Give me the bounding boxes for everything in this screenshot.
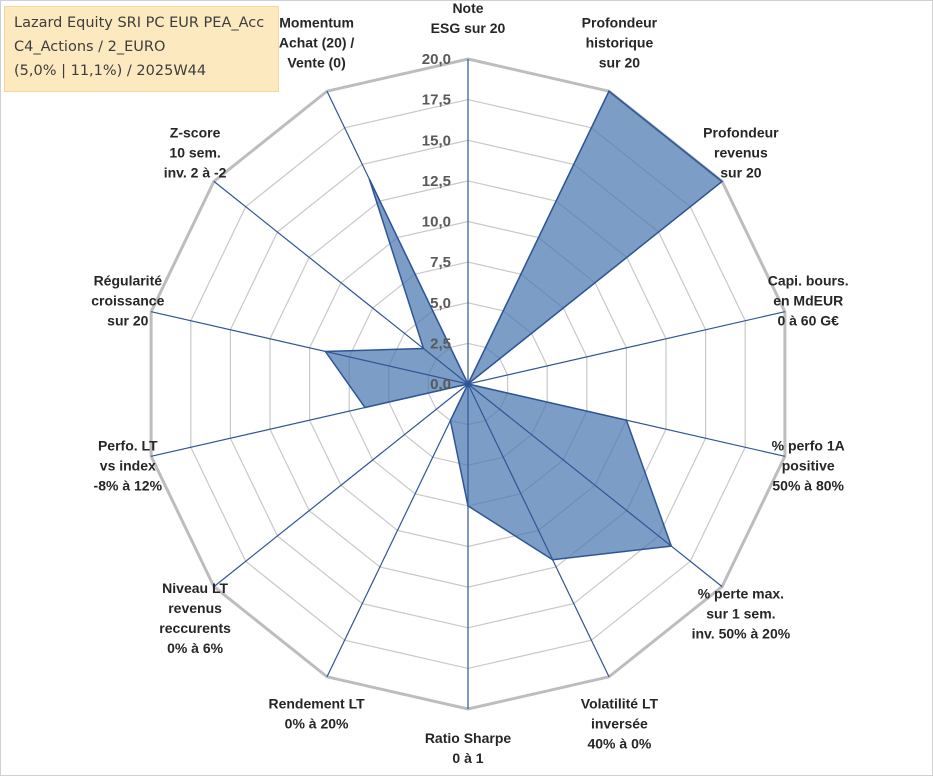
axis-label: Ratio Sharpe 0 à 1 (425, 730, 512, 766)
axis-label-line: 50% à 80% (772, 477, 844, 493)
axis-spoke (467, 383, 610, 678)
axis-label-line: revenus (168, 600, 222, 616)
axis-label-line: -8% à 12% (94, 477, 163, 493)
axis-label: % perte max. sur 1 sem. inv. 50% à 20% (692, 586, 791, 642)
axis-label: % perfo 1A positive 50% à 80% (772, 437, 845, 493)
axis-spoke (467, 383, 723, 588)
axis-label-line: 0 à 1 (452, 750, 483, 766)
label-layer: Note ESG sur 20 Profondeur historique sur 20… (91, 1, 848, 766)
radial-tick-label: 17,5 (422, 92, 451, 109)
axis-label-line: Note (452, 1, 483, 16)
radial-tick-label: 5,0 (430, 295, 451, 312)
axis-label-line: en MdEUR (773, 293, 843, 309)
axis-spoke (467, 383, 786, 457)
axis-label-line: inv. 2 à -2 (164, 164, 227, 180)
axis-label-line: sur 1 sem. (706, 606, 775, 622)
axis-label-line: sur 20 (107, 313, 148, 329)
axis-label: Capi. bours. en MdEUR 0 à 60 G€ (768, 273, 849, 329)
radial-tick-label: 15,0 (422, 132, 451, 149)
axis-spoke (213, 383, 469, 588)
axis-label-line: Régularité (94, 273, 163, 289)
axis-label: Niveau LT revenus reccurents 0% à 6% (159, 580, 231, 656)
axis-spoke (326, 90, 469, 385)
axis-label-line: revenus (714, 144, 768, 160)
axis-label-line: sur 20 (599, 55, 640, 71)
axis-label-line: historique (586, 35, 654, 51)
radial-tick-label: 10,0 (422, 214, 451, 231)
axis-label-line: Profondeur (582, 15, 658, 31)
axis-label: Profondeur historique sur 20 (582, 15, 658, 71)
axis-label-line: 10 sem. (169, 144, 220, 160)
axis-label-line: Niveau LT (162, 580, 228, 596)
chart-title-line: (5,0% | 11,1%) / 2025W44 (14, 63, 207, 79)
chart-title-box: Lazard Equity SRI PC EUR PEA_Acc C4_Acti… (4, 6, 279, 92)
axis-label-line: positive (782, 457, 835, 473)
chart-title-line: C4_Actions / 2_EURO (14, 39, 166, 55)
radial-tick-label: 12,5 (422, 173, 451, 190)
axis-spoke (326, 383, 469, 678)
axis-spoke (150, 383, 469, 457)
axis-label-line: Vente (0) (287, 55, 345, 71)
series-layer (323, 90, 724, 561)
axis-label: Z-score 10 sem. inv. 2 à -2 (164, 124, 227, 180)
axis-label: Perfo. LT vs index -8% à 12% (94, 437, 163, 493)
axis-label-line: reccurents (159, 620, 231, 636)
axis-label-line: inversée (591, 715, 648, 731)
axis-label-line: 0% à 6% (167, 640, 224, 656)
axis-label-line: Profondeur (703, 124, 779, 140)
axis-spoke (150, 311, 469, 385)
axis-label-line: Achat (20) / (279, 35, 355, 51)
axis-label: Note ESG sur 20 (431, 1, 506, 36)
axis-label: Momentum Achat (20) / Vente (0) (279, 15, 355, 71)
axis-label-line: Momentum (279, 15, 354, 31)
chart-title-line: Lazard Equity SRI PC EUR PEA_Acc (14, 15, 265, 31)
radial-tick-label: 0,0 (430, 376, 451, 393)
axis-label-line: Volatilité LT (581, 695, 659, 711)
axis-label-line: 0 à 60 G€ (777, 313, 839, 329)
spoke-layer (150, 59, 786, 709)
axis-label: Volatilité LT inversée 40% à 0% (581, 695, 659, 751)
axis-label-line: Rendement LT (268, 695, 365, 711)
axis-spoke (467, 180, 723, 385)
axis-label-line: Ratio Sharpe (425, 730, 512, 746)
axis-label-line: Z-score (170, 124, 221, 140)
axis-label: Régularité croissance sur 20 (91, 273, 164, 329)
radial-tick-label: 2,5 (430, 335, 451, 352)
axis-label-line: inv. 50% à 20% (692, 626, 791, 642)
axis-label-line: 40% à 0% (587, 735, 651, 751)
axis-label-line: sur 20 (720, 164, 761, 180)
axis-label-line: Perfo. LT (98, 437, 158, 453)
axis-label-line: Capi. bours. (768, 273, 849, 289)
axis-label-line: % perfo 1A (772, 437, 845, 453)
series-area (323, 90, 724, 561)
axis-label: Profondeur revenus sur 20 (703, 124, 779, 180)
axis-label-line: croissance (91, 293, 164, 309)
axis-spoke (467, 311, 786, 385)
axis-label-line: % perte max. (698, 586, 784, 602)
radial-tick-label: 20,0 (422, 51, 451, 68)
axis-label: Rendement LT 0% à 20% (268, 695, 365, 731)
axis-label-line: vs index (100, 457, 156, 473)
axis-spoke (213, 180, 469, 385)
tick-layer: 0,0 2,5 5,0 7,5 10,0 12,5 15,0 17,5 20,0 (422, 51, 451, 393)
axis-spoke (467, 90, 610, 385)
axis-label-line: 0% à 20% (285, 715, 349, 731)
axis-label-line: ESG sur 20 (431, 20, 506, 36)
radial-tick-label: 7,5 (430, 254, 451, 271)
